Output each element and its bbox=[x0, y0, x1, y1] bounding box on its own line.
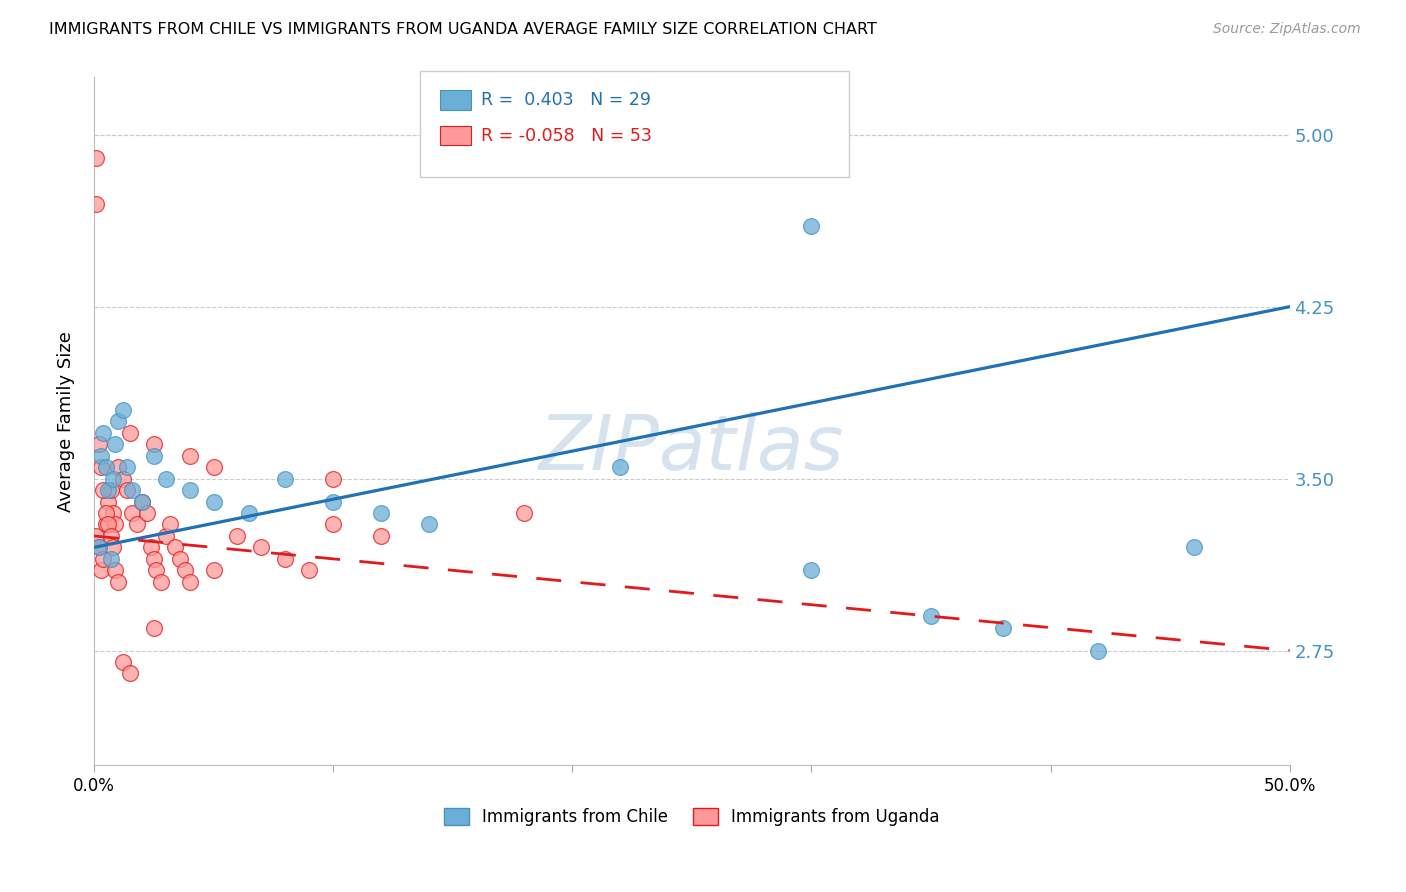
Point bbox=[90, 460, 112, 475]
Point bbox=[101, 472, 124, 486]
Point bbox=[87, 541, 110, 555]
Point bbox=[179, 449, 201, 463]
Point bbox=[173, 563, 195, 577]
Point bbox=[202, 460, 225, 475]
Point bbox=[97, 483, 120, 497]
Point bbox=[100, 483, 122, 497]
Point bbox=[104, 563, 127, 577]
Point bbox=[86, 529, 108, 543]
Point bbox=[101, 541, 124, 555]
Point bbox=[125, 517, 148, 532]
Point bbox=[179, 574, 201, 589]
Point bbox=[159, 517, 181, 532]
Point bbox=[991, 621, 1014, 635]
Point bbox=[100, 529, 122, 543]
Point bbox=[111, 472, 134, 486]
Text: R =  0.403   N = 29: R = 0.403 N = 29 bbox=[481, 91, 651, 109]
Point bbox=[155, 529, 177, 543]
Y-axis label: Average Family Size: Average Family Size bbox=[58, 331, 75, 512]
Point bbox=[165, 541, 187, 555]
Point bbox=[298, 563, 321, 577]
Point bbox=[111, 402, 134, 417]
Point bbox=[87, 437, 110, 451]
Point bbox=[107, 414, 129, 428]
Point bbox=[322, 517, 344, 532]
Point bbox=[86, 196, 108, 211]
Point bbox=[179, 483, 201, 497]
Legend: Immigrants from Chile, Immigrants from Uganda: Immigrants from Chile, Immigrants from U… bbox=[437, 801, 946, 832]
Point bbox=[202, 563, 225, 577]
Point bbox=[94, 506, 117, 520]
Point bbox=[250, 541, 273, 555]
Point bbox=[131, 494, 153, 508]
Point bbox=[94, 460, 117, 475]
Point bbox=[94, 517, 117, 532]
Point bbox=[226, 529, 249, 543]
Point bbox=[93, 552, 115, 566]
Point bbox=[97, 494, 120, 508]
Text: ZIPatlas: ZIPatlas bbox=[538, 412, 845, 486]
Point bbox=[97, 517, 120, 532]
Point bbox=[513, 506, 536, 520]
Point bbox=[93, 483, 115, 497]
Point bbox=[111, 655, 134, 669]
Point bbox=[142, 449, 165, 463]
Point bbox=[274, 472, 297, 486]
Point bbox=[107, 460, 129, 475]
Point bbox=[142, 621, 165, 635]
Point bbox=[322, 472, 344, 486]
Point bbox=[135, 506, 157, 520]
Text: IMMIGRANTS FROM CHILE VS IMMIGRANTS FROM UGANDA AVERAGE FAMILY SIZE CORRELATION : IMMIGRANTS FROM CHILE VS IMMIGRANTS FROM… bbox=[49, 22, 877, 37]
Point bbox=[104, 517, 127, 532]
Point bbox=[121, 506, 143, 520]
Point bbox=[155, 472, 177, 486]
Point bbox=[118, 666, 141, 681]
Point bbox=[322, 494, 344, 508]
Point bbox=[118, 425, 141, 440]
Point bbox=[86, 151, 108, 165]
Point bbox=[370, 506, 392, 520]
Point bbox=[274, 552, 297, 566]
Point bbox=[107, 574, 129, 589]
Point bbox=[800, 563, 823, 577]
Point bbox=[104, 437, 127, 451]
Point bbox=[920, 609, 942, 624]
Point bbox=[117, 460, 139, 475]
Point bbox=[142, 552, 165, 566]
Point bbox=[90, 563, 112, 577]
Point bbox=[418, 517, 440, 532]
Point bbox=[93, 425, 115, 440]
Text: Source: ZipAtlas.com: Source: ZipAtlas.com bbox=[1213, 22, 1361, 37]
Point bbox=[141, 541, 163, 555]
Point bbox=[145, 563, 167, 577]
Text: R = -0.058   N = 53: R = -0.058 N = 53 bbox=[481, 127, 652, 145]
Point bbox=[238, 506, 260, 520]
Point bbox=[101, 506, 124, 520]
Point bbox=[1182, 541, 1205, 555]
Point bbox=[142, 437, 165, 451]
Point bbox=[800, 219, 823, 234]
Point bbox=[370, 529, 392, 543]
Point bbox=[149, 574, 172, 589]
Point bbox=[609, 460, 631, 475]
Point bbox=[117, 483, 139, 497]
Point bbox=[100, 552, 122, 566]
Point bbox=[121, 483, 143, 497]
Point bbox=[1087, 643, 1109, 657]
Point bbox=[131, 494, 153, 508]
Point bbox=[169, 552, 191, 566]
Point bbox=[90, 449, 112, 463]
Point bbox=[202, 494, 225, 508]
Point bbox=[87, 541, 110, 555]
